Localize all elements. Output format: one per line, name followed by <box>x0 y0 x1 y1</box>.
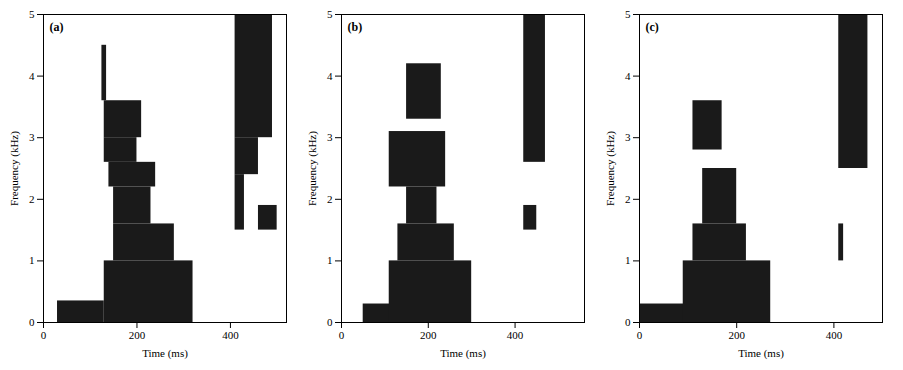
svg-text:0: 0 <box>625 316 631 328</box>
svg-text:Frequency (kHz): Frequency (kHz) <box>306 131 319 206</box>
svg-text:5: 5 <box>29 8 35 20</box>
svg-text:200: 200 <box>129 329 146 341</box>
svg-text:2: 2 <box>327 193 333 205</box>
svg-text:(c): (c) <box>646 20 659 34</box>
svg-text:200: 200 <box>728 329 745 341</box>
svg-text:200: 200 <box>420 329 437 341</box>
svg-text:5: 5 <box>625 8 631 20</box>
svg-text:0: 0 <box>327 316 333 328</box>
svg-text:0: 0 <box>41 329 47 341</box>
svg-text:400: 400 <box>222 329 239 341</box>
svg-text:400: 400 <box>826 329 843 341</box>
svg-text:3: 3 <box>327 131 333 143</box>
svg-text:1: 1 <box>625 254 631 266</box>
svg-text:2: 2 <box>625 193 631 205</box>
svg-text:(b): (b) <box>348 20 363 34</box>
svg-text:Time (ms): Time (ms) <box>142 347 188 360</box>
svg-text:Time (ms): Time (ms) <box>440 347 486 360</box>
svg-text:0: 0 <box>637 329 643 341</box>
svg-text:4: 4 <box>29 70 35 82</box>
svg-text:4: 4 <box>327 70 333 82</box>
svg-text:4: 4 <box>625 70 631 82</box>
svg-text:400: 400 <box>507 329 524 341</box>
svg-text:2: 2 <box>29 193 35 205</box>
svg-text:3: 3 <box>29 131 35 143</box>
svg-text:3: 3 <box>625 131 631 143</box>
svg-text:0: 0 <box>339 329 345 341</box>
svg-text:5: 5 <box>327 8 333 20</box>
svg-text:1: 1 <box>327 254 333 266</box>
svg-text:Time (ms): Time (ms) <box>738 347 784 360</box>
svg-text:0: 0 <box>29 316 35 328</box>
svg-text:Frequency (kHz): Frequency (kHz) <box>604 131 617 206</box>
svg-text:Frequency (kHz): Frequency (kHz) <box>8 131 21 206</box>
svg-text:(a): (a) <box>50 20 64 34</box>
svg-text:1: 1 <box>29 254 35 266</box>
